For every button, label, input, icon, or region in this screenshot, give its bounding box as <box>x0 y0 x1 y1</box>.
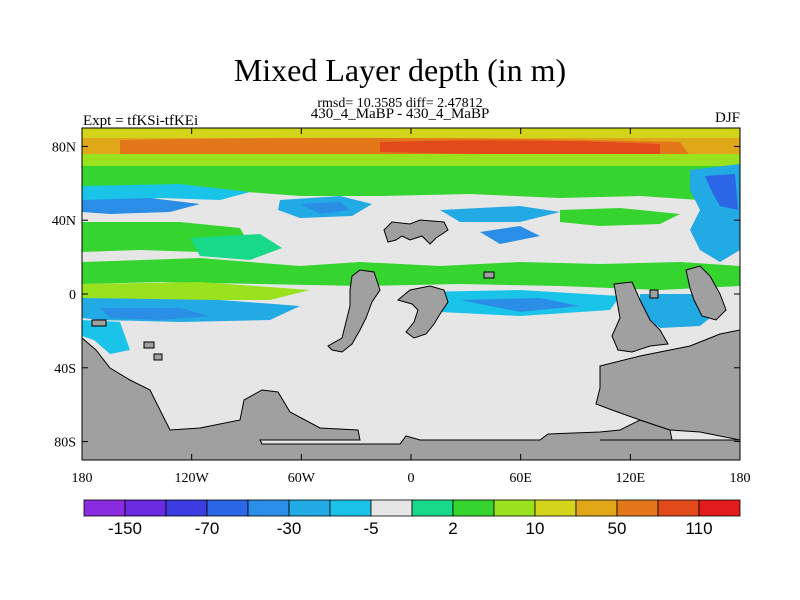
east-continent <box>595 329 740 441</box>
lat-tick-label: 40N <box>52 214 76 229</box>
tropical-lime-band <box>82 282 310 300</box>
mid-green-patch <box>560 208 680 226</box>
colorbar-swatch <box>247 499 290 517</box>
island-5 <box>649 289 659 299</box>
colorbar-swatch <box>83 499 126 517</box>
lon-tick-label: 120W <box>175 471 210 486</box>
colorbar-label: -150 <box>108 519 142 538</box>
island-3 <box>153 353 163 361</box>
chart-title: Mixed Layer depth (in m) <box>233 52 567 88</box>
colorbar-swatch <box>616 499 659 517</box>
arctic-band-red <box>380 140 660 155</box>
latitude-ticks: 80N 40N 0 40S 80S <box>52 140 740 451</box>
australia <box>611 281 669 353</box>
colorbar-label: -30 <box>277 519 302 538</box>
colorbar-swatch <box>493 499 536 517</box>
colorbar-label: 50 <box>608 519 627 538</box>
colorbar-swatch <box>370 499 413 517</box>
colorbar-swatch <box>575 499 618 517</box>
south-america <box>327 269 381 353</box>
colorbar: -150 -70 -30 -5 2 10 50 110 <box>83 499 741 538</box>
longitude-ticks: 180 120W 60W 0 60E 120E 180 <box>72 128 751 486</box>
north-pacific-blue <box>82 198 200 214</box>
colorbar-label: 10 <box>526 519 545 538</box>
colorbar-label: 110 <box>685 519 712 538</box>
colorbar-label: -5 <box>363 519 378 538</box>
tropical-green-belt <box>82 258 740 290</box>
experiment-label: Expt = tfKSi-tfKEi <box>83 113 199 129</box>
colorbar-swatch <box>452 499 495 517</box>
north-green-band <box>82 166 740 200</box>
lat-tick-label: 80S <box>54 436 76 451</box>
colorbar-label: -70 <box>195 519 220 538</box>
arctic-band-lime <box>82 154 740 166</box>
lon-tick-label: 60W <box>288 471 316 486</box>
atlantic-cyan-patch <box>440 206 560 222</box>
colorbar-swatch <box>329 499 372 517</box>
north-pacific-cyan <box>82 184 250 202</box>
island-1 <box>91 319 107 327</box>
lat-tick-label: 0 <box>69 288 76 303</box>
europe <box>383 219 449 245</box>
atlantic-blue-patch <box>480 226 540 244</box>
pacific-blue-patch-1 <box>300 202 350 214</box>
stats-line: rmsd= 10.3585 diff= 2.47812 <box>317 96 483 111</box>
colorbar-swatch <box>288 499 331 517</box>
case-subtitle: 430_4_MaBP - 430_4_MaBP <box>310 106 490 122</box>
east-asia <box>685 265 727 321</box>
lon-tick-label: 120E <box>616 471 646 486</box>
island-4 <box>483 271 495 279</box>
land-masses <box>82 219 740 460</box>
lon-tick-label: 180 <box>72 471 93 486</box>
lon-tick-label: 0 <box>408 471 415 486</box>
africa <box>396 285 449 339</box>
south-pacific-cyan <box>82 320 130 354</box>
lat-tick-label: 40S <box>54 362 76 377</box>
map-field <box>82 128 740 460</box>
lon-tick-label: 60E <box>509 471 532 486</box>
season-label: DJF <box>714 110 740 126</box>
colorbar-label: 2 <box>448 519 457 538</box>
tropical-blue-band <box>100 308 210 320</box>
island-2 <box>143 341 155 349</box>
lon-tick-label: 180 <box>730 471 751 486</box>
colorbar-swatch <box>657 499 700 517</box>
colorbar-swatch <box>534 499 577 517</box>
colorbar-swatch <box>165 499 208 517</box>
colorbar-swatch <box>206 499 249 517</box>
lat-tick-label: 80N <box>52 140 76 155</box>
indian-ocean-blue <box>460 298 580 312</box>
northwest-pacific-blue <box>705 174 738 210</box>
colorbar-swatch <box>124 499 167 517</box>
pacific-teal-patch <box>190 234 282 260</box>
colorbar-swatch <box>411 499 454 517</box>
colorbar-swatch <box>698 499 741 517</box>
antarctica <box>82 337 740 460</box>
